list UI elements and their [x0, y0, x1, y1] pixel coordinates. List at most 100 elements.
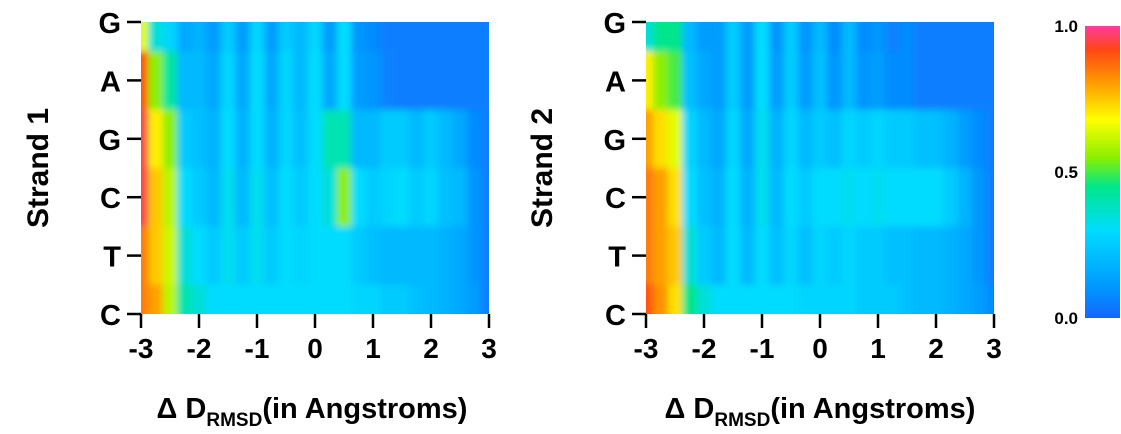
heatmap-cell	[726, 51, 741, 110]
heatmap-cell	[755, 226, 770, 285]
heatmap-cell	[221, 0, 236, 52]
heatmap-cell	[279, 226, 294, 285]
heatmap-cell	[264, 168, 279, 227]
heatmap-cell	[769, 51, 784, 110]
heatmap-cell	[871, 226, 886, 285]
x-axis-title-subscript: RMSD	[206, 410, 262, 431]
heatmap-cell	[827, 51, 842, 110]
heatmap-cell	[148, 226, 163, 285]
heatmap-cell	[798, 168, 813, 227]
heatmap-cell	[914, 0, 929, 52]
heatmap-cell	[929, 226, 944, 285]
heatmap-cell	[914, 226, 929, 285]
heatmap-cell	[221, 51, 236, 110]
heatmap-cell	[900, 0, 915, 52]
colorbar: 1.00.50.0	[1054, 17, 1120, 328]
heatmap-cell	[871, 110, 886, 169]
heatmap-cell	[842, 0, 857, 52]
heatmap-cell	[769, 226, 784, 285]
heatmap-cell	[235, 110, 250, 169]
heatmap-cell	[424, 168, 439, 227]
heatmap-cell	[279, 51, 294, 110]
heatmap-cell	[914, 285, 929, 344]
heatmap-cell	[697, 168, 712, 227]
heatmap-cell	[337, 51, 352, 110]
heatmap-cell	[958, 0, 973, 52]
x-axis-title-suffix: (in Angstroms)	[262, 393, 467, 425]
heatmap-cell	[653, 51, 668, 110]
heatmap-cell	[308, 226, 323, 285]
heatmap-cell	[438, 168, 453, 227]
heatmap-cell	[784, 168, 799, 227]
heatmap-cell	[366, 0, 381, 52]
heatmap-cell	[653, 110, 668, 169]
heatmap-cell	[943, 285, 958, 344]
heatmap-cell	[163, 285, 178, 344]
heatmap-cell	[755, 110, 770, 169]
heatmap-cell	[769, 0, 784, 52]
heatmap-cell	[958, 226, 973, 285]
heatmap-cell	[482, 168, 497, 227]
heatmap-cell	[438, 226, 453, 285]
heatmap-cell	[813, 226, 828, 285]
heatmap-cell	[482, 0, 497, 52]
heatmap-cell	[337, 0, 352, 52]
heatmap-cell	[424, 0, 439, 52]
heatmap-cell	[264, 110, 279, 169]
heatmap-cell	[798, 226, 813, 285]
heatmap-cell	[351, 51, 366, 110]
y-axis-title: Strand 1	[22, 108, 55, 228]
heatmap-cell	[813, 110, 828, 169]
heatmap-cell	[322, 285, 337, 344]
colorbar-tick-label: 1.0	[1054, 17, 1078, 36]
x-tick-label: -1	[245, 333, 270, 364]
heatmap-cell	[972, 110, 987, 169]
heatmap-cell	[900, 168, 915, 227]
heatmap-cell	[206, 168, 221, 227]
heatmap-cell	[914, 110, 929, 169]
heatmap-cell	[842, 226, 857, 285]
heatmap-cell	[409, 110, 424, 169]
heatmap-cell	[351, 168, 366, 227]
heatmap-cell	[337, 226, 352, 285]
heatmap-cell	[972, 168, 987, 227]
heatmap-cell	[293, 226, 308, 285]
heatmap-cell	[943, 226, 958, 285]
heatmap-cell	[453, 168, 468, 227]
x-tick-label: 0	[307, 333, 323, 364]
y-tick-label: A	[100, 66, 121, 98]
heatmap-cell	[827, 0, 842, 52]
heatmap-cell	[943, 110, 958, 169]
heatmap-cell	[293, 51, 308, 110]
heatmap-cell	[482, 51, 497, 110]
heatmap-cell	[264, 226, 279, 285]
heatmap-cell	[668, 226, 683, 285]
heatmap-cell	[467, 226, 482, 285]
heatmap-cell	[235, 168, 250, 227]
heatmap-cell	[740, 51, 755, 110]
heatmap-cell	[380, 110, 395, 169]
heatmap-cell	[987, 0, 1002, 52]
heatmap-cell	[322, 0, 337, 52]
x-tick-label: -3	[129, 333, 154, 364]
heatmap-cell	[682, 226, 697, 285]
heatmap-cell	[726, 168, 741, 227]
heatmap-cell	[740, 0, 755, 52]
heatmap-cell	[813, 168, 828, 227]
heatmap-cell	[438, 110, 453, 169]
heatmap-cell	[467, 285, 482, 344]
heatmap-cell	[467, 110, 482, 169]
heatmap-cell	[711, 110, 726, 169]
heatmap-cell	[885, 110, 900, 169]
x-tick-label: 2	[928, 333, 944, 364]
heatmap-cell	[827, 226, 842, 285]
heatmap-cell	[409, 0, 424, 52]
y-tick-label: G	[98, 125, 121, 157]
heatmap-cell	[395, 0, 410, 52]
heatmap-cell	[366, 110, 381, 169]
x-tick-label: -3	[634, 333, 659, 364]
heatmap-cell	[827, 168, 842, 227]
heatmap-cell	[453, 226, 468, 285]
heatmap-cell	[337, 168, 352, 227]
heatmap-cell	[409, 51, 424, 110]
